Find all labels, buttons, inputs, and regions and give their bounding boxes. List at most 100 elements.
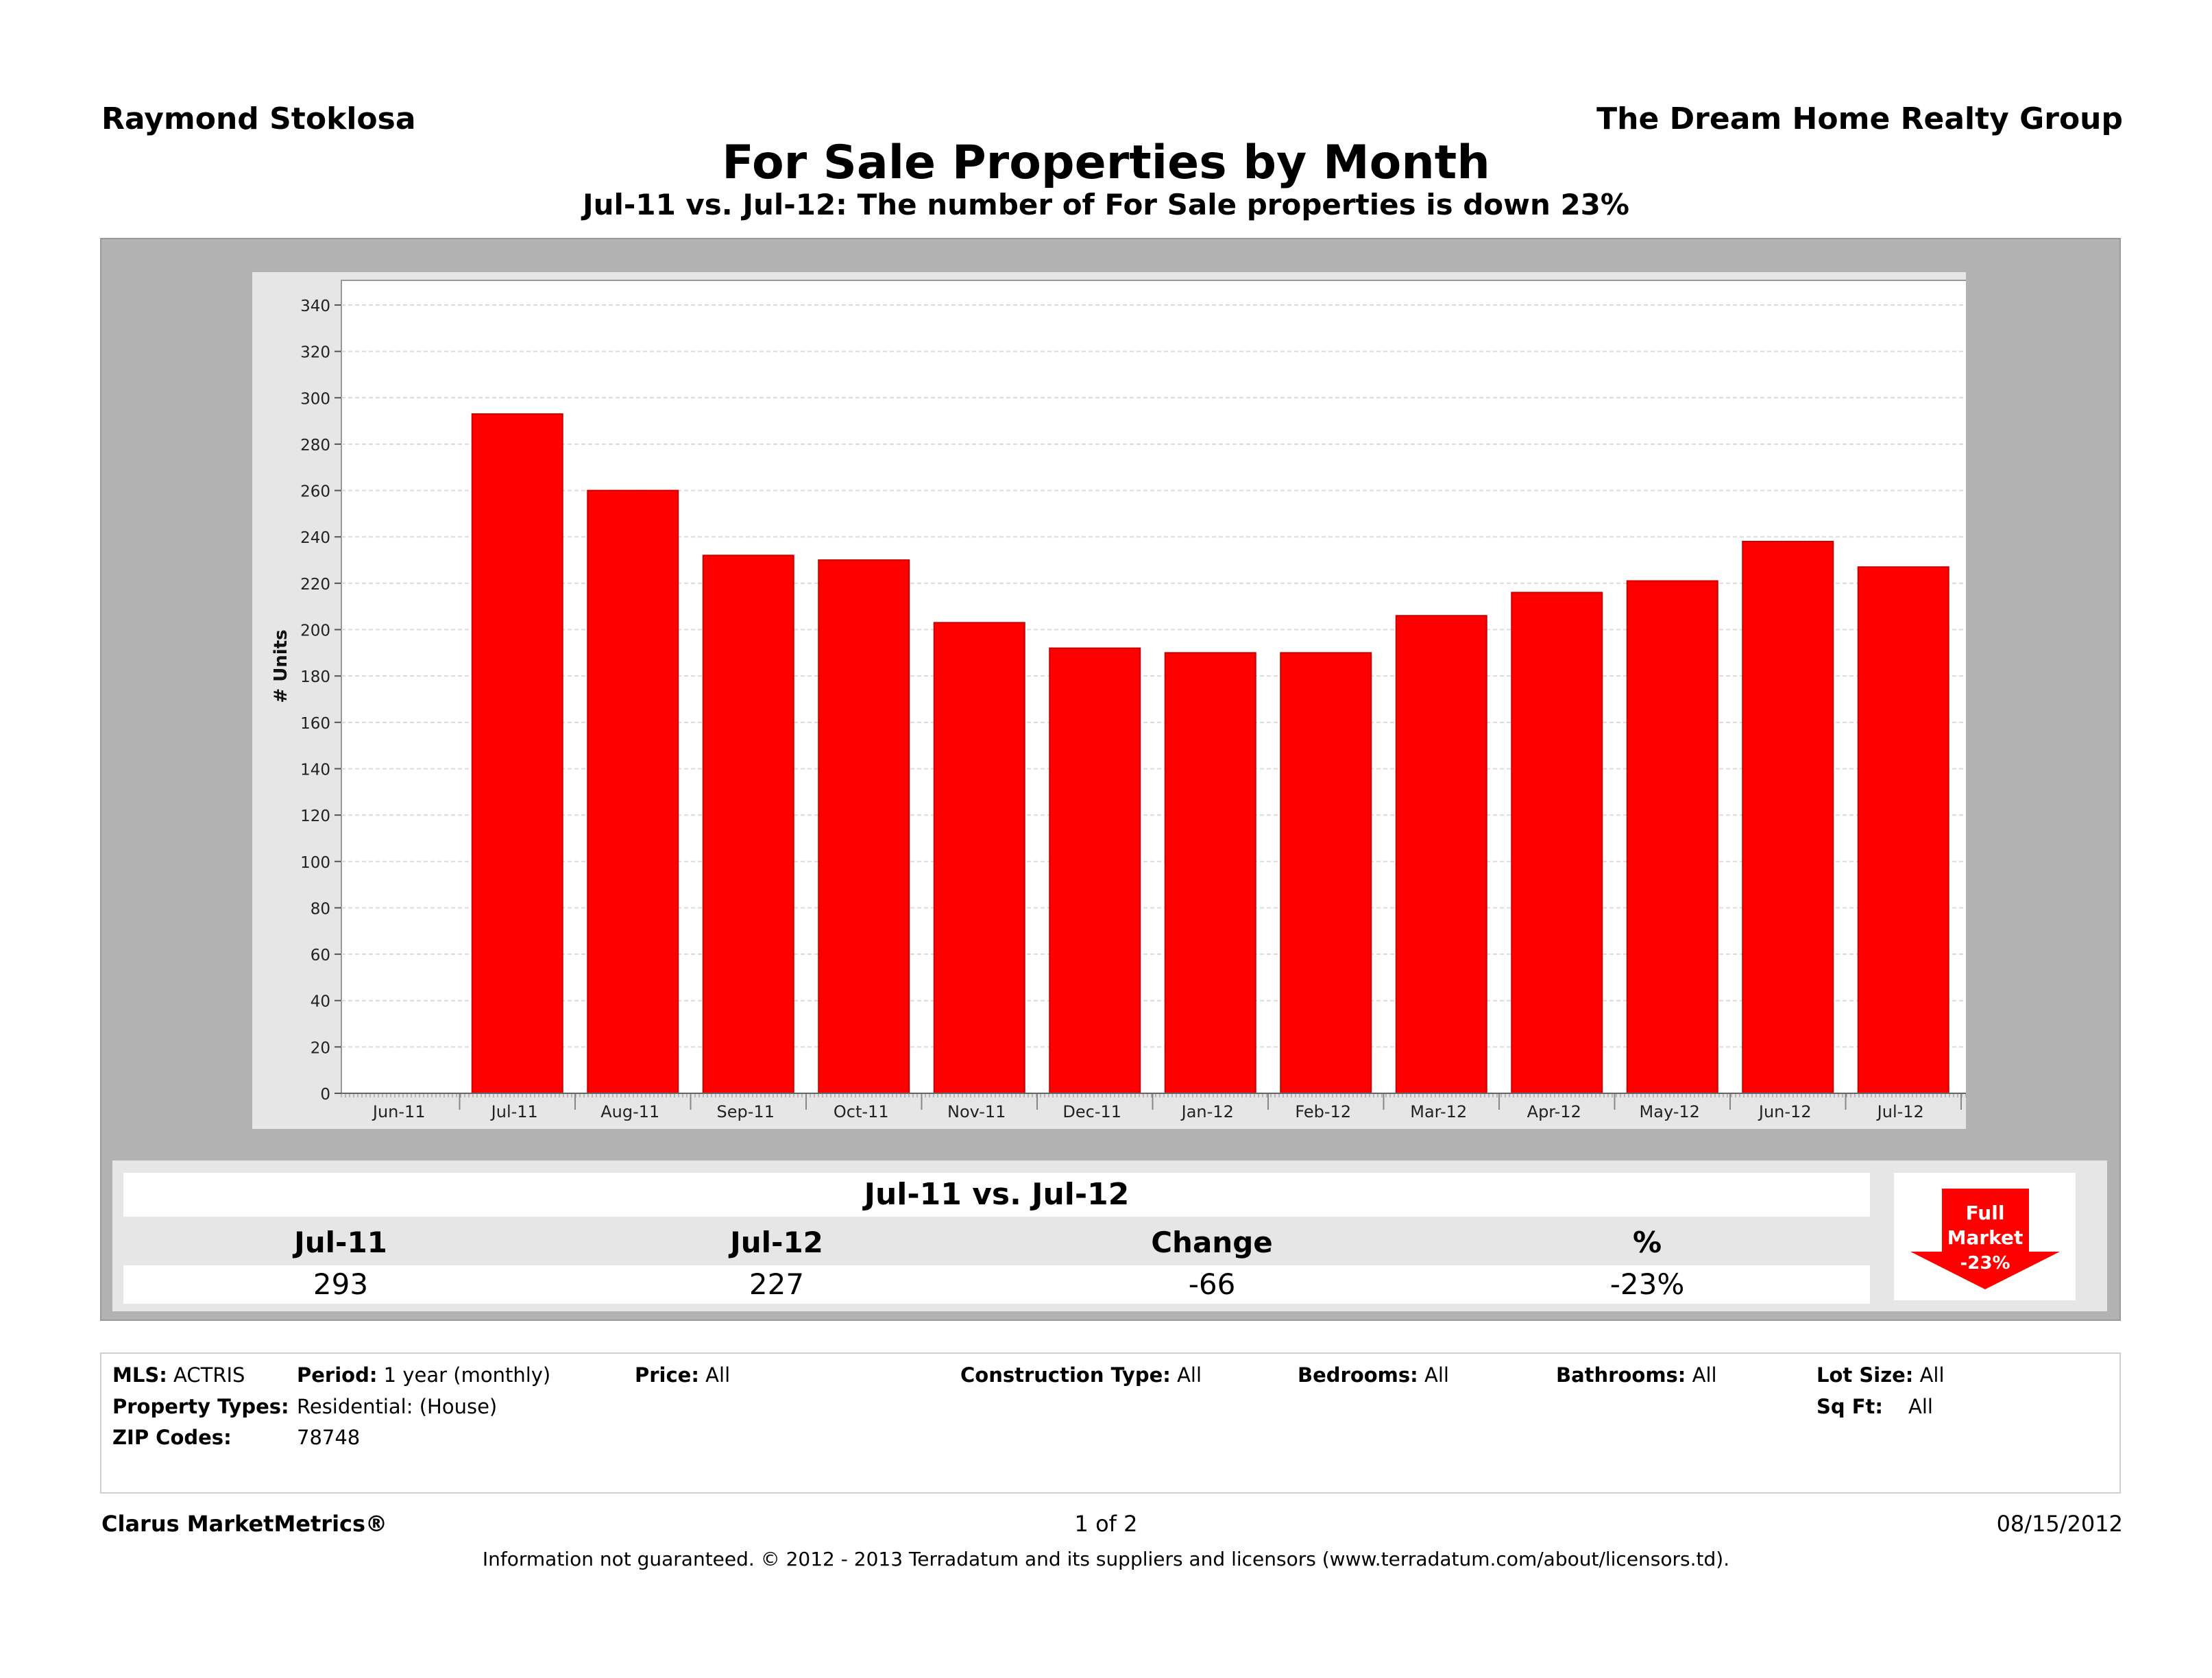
x-tick-label: Dec-11 xyxy=(1062,1102,1121,1121)
y-tick-label: 80 xyxy=(311,900,330,918)
info-period-label: Period: xyxy=(297,1363,378,1387)
x-tick-label: Jul-12 xyxy=(1876,1102,1924,1121)
y-tick-label: 20 xyxy=(311,1039,330,1057)
info-property-types-label: Property Types: xyxy=(112,1395,289,1418)
bar xyxy=(1395,615,1487,1094)
info-lot-size: Lot Size: All xyxy=(1816,1363,1945,1387)
plot-area xyxy=(341,280,1966,1094)
bar xyxy=(818,559,910,1094)
info-price-value: All xyxy=(705,1363,731,1387)
summary-header-jul11: Jul-11 xyxy=(294,1226,387,1259)
info-zip-value: 78748 xyxy=(297,1426,361,1449)
info-construction-label: Construction Type: xyxy=(960,1363,1171,1387)
y-tick-label: 160 xyxy=(300,715,330,733)
info-period-value: 1 year (monthly) xyxy=(383,1363,551,1387)
info-bathrooms-label: Bathrooms: xyxy=(1556,1363,1686,1387)
y-tick-label: 100 xyxy=(300,854,330,872)
x-tick-label: Jan-12 xyxy=(1180,1102,1234,1121)
x-tick-label: Oct-11 xyxy=(834,1102,889,1121)
info-sqft-label: Sq Ft: xyxy=(1816,1395,1884,1418)
summary-value-percent: -23% xyxy=(1609,1267,1685,1301)
bar xyxy=(1280,652,1372,1094)
company-name: The Dream Home Realty Group xyxy=(1596,101,2123,136)
x-tick-label: Sep-11 xyxy=(717,1102,775,1121)
summary-header-change: Change xyxy=(1151,1226,1273,1259)
summary-value-jul11: 293 xyxy=(313,1267,369,1301)
y-tick-label: 220 xyxy=(300,576,330,594)
info-price-label: Price: xyxy=(635,1363,699,1387)
badge-line3: -23% xyxy=(1960,1253,2010,1274)
bar-chart: 0 20 40 60 80 100 120 140 160 180 200 220 240 260 280 3… xyxy=(271,280,1966,1121)
bar xyxy=(587,489,679,1094)
footer-date: 08/15/2012 xyxy=(1996,1511,2123,1537)
info-sqft-value: All xyxy=(1908,1395,1933,1418)
info-construction: Construction Type: All xyxy=(960,1363,1202,1387)
bar xyxy=(1511,592,1603,1095)
full-market-badge: Full Market -23% xyxy=(1894,1173,2076,1300)
x-tick-label: Jun-12 xyxy=(1758,1102,1812,1121)
agent-name: Raymond Stoklosa xyxy=(101,101,416,136)
summary-value-jul12: 227 xyxy=(749,1267,805,1301)
info-period: Period: 1 year (monthly) xyxy=(297,1363,550,1387)
x-tick-label: Aug-11 xyxy=(600,1102,659,1121)
footer-brand: Clarus MarketMetrics® xyxy=(101,1511,388,1537)
bar xyxy=(933,622,1025,1095)
y-tick-label: 140 xyxy=(300,761,330,779)
x-tick-label: May-12 xyxy=(1640,1102,1700,1121)
info-mls-label: MLS: xyxy=(112,1363,167,1387)
y-tick-label: 240 xyxy=(300,529,330,547)
y-axis-label: # Units xyxy=(271,629,291,703)
y-tick-label: 280 xyxy=(300,437,330,454)
badge-line1: Full xyxy=(1966,1202,2005,1224)
plot-frame: 0 20 40 60 80 100 120 140 160 180 200 220 240 260 280 3… xyxy=(252,272,1966,1129)
summary-values-row xyxy=(123,1265,1870,1304)
bar xyxy=(1164,652,1256,1094)
y-tick-label: 180 xyxy=(300,668,330,686)
summary-title: Jul-11 vs. Jul-12 xyxy=(123,1173,1870,1217)
y-tick-label: 0 xyxy=(320,1086,330,1104)
filter-info-box xyxy=(100,1352,2121,1494)
y-tick-label: 60 xyxy=(311,947,330,964)
bar xyxy=(471,413,563,1094)
info-lot-value: All xyxy=(1919,1363,1945,1387)
badge-line2: Market xyxy=(1947,1226,2023,1249)
bar xyxy=(702,555,794,1094)
y-tick-label: 120 xyxy=(300,807,330,825)
x-tick-label: Nov-11 xyxy=(947,1102,1006,1121)
info-property-types-value: Residential: (House) xyxy=(297,1395,498,1418)
info-mls: MLS: ACTRIS xyxy=(112,1363,245,1387)
chart-subtitle: Jul-11 vs. Jul-12: The number of For Sal… xyxy=(583,188,1629,221)
info-lot-label: Lot Size: xyxy=(1816,1363,1914,1387)
info-bedrooms-value: All xyxy=(1424,1363,1449,1387)
y-tick-label: 320 xyxy=(300,344,330,362)
summary-value-change: -66 xyxy=(1188,1267,1236,1301)
info-bathrooms-value: All xyxy=(1692,1363,1717,1387)
footer-disclaimer: Information not guaranteed. © 2012 - 201… xyxy=(482,1548,1730,1570)
y-tick-label: 340 xyxy=(300,297,330,315)
bar xyxy=(1742,541,1834,1094)
down-arrow-icon: Full Market -23% xyxy=(1910,1189,2060,1289)
x-tick-label: Mar-12 xyxy=(1410,1102,1467,1121)
info-construction-value: All xyxy=(1177,1363,1202,1387)
y-tick-label: 260 xyxy=(300,483,330,501)
info-bathrooms: Bathrooms: All xyxy=(1556,1363,1717,1387)
bar xyxy=(1626,580,1718,1094)
info-bedrooms: Bedrooms: All xyxy=(1298,1363,1449,1387)
x-tick-label: Apr-12 xyxy=(1527,1102,1581,1121)
bar xyxy=(1049,647,1141,1094)
x-tick-label: Jun-11 xyxy=(372,1102,426,1121)
bar xyxy=(1857,566,1949,1094)
summary-header-jul12: Jul-12 xyxy=(730,1226,823,1259)
footer-page-number: 1 of 2 xyxy=(1074,1511,1138,1537)
y-tick-label: 300 xyxy=(300,390,330,408)
y-tick-label: 40 xyxy=(311,993,330,1011)
summary-header-percent: % xyxy=(1632,1226,1662,1259)
x-tick-label: Feb-12 xyxy=(1295,1102,1351,1121)
info-zip-label: ZIP Codes: xyxy=(112,1426,232,1449)
info-bedrooms-label: Bedrooms: xyxy=(1298,1363,1418,1387)
info-mls-value: ACTRIS xyxy=(173,1363,245,1387)
chart-title: For Sale Properties by Month xyxy=(722,136,1490,190)
y-tick-label: 200 xyxy=(300,622,330,640)
info-price: Price: All xyxy=(635,1363,730,1387)
x-tick-label: Jul-11 xyxy=(490,1102,538,1121)
